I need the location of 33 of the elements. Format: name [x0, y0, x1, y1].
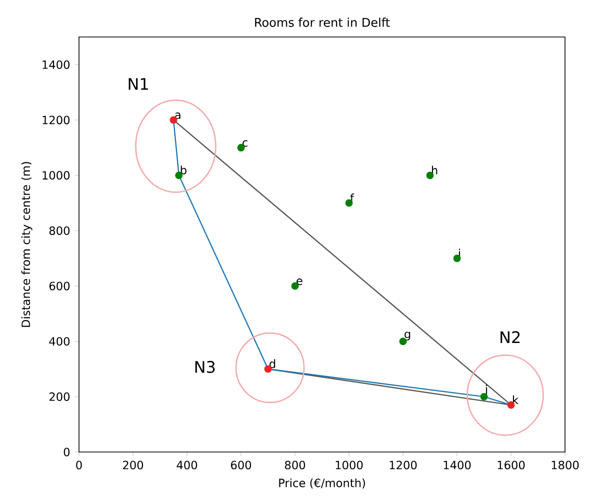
x-tick-label: 1800: [552, 460, 579, 470]
x-tick-label: 800: [284, 460, 306, 470]
annotation: d: [270, 359, 276, 368]
x-tick-label: 1400: [444, 460, 471, 470]
annotation: N1: [128, 78, 148, 90]
y-tick-label: 200: [49, 392, 70, 401]
x-tick-label: 1600: [498, 460, 525, 470]
x-tick-label: 1000: [336, 460, 363, 470]
annotation: N3: [195, 360, 215, 373]
point: [426, 172, 434, 180]
point: [453, 254, 461, 262]
annotation: N2: [500, 331, 520, 343]
y-tick-label: 800: [49, 226, 70, 235]
annotation: c: [242, 140, 248, 147]
y-tick-label: 1000: [42, 171, 70, 180]
point: [480, 392, 488, 400]
y-tick-label: 1400: [42, 60, 70, 69]
x-tick-label: 600: [230, 460, 252, 470]
x-tick-label: 200: [123, 460, 144, 470]
chart-title: Rooms for rent in Delft: [255, 18, 390, 27]
y-tick-label: 1200: [42, 116, 70, 124]
annotation: g: [404, 332, 410, 340]
annotation: e: [296, 278, 302, 286]
point: [507, 401, 515, 409]
y-tick-label: 0: [64, 448, 70, 456]
annotation: b: [180, 166, 186, 174]
x-tick-label: 0: [76, 460, 82, 470]
y-tick-label: 400: [49, 337, 70, 346]
y-tick-label: 600: [49, 282, 70, 290]
x-tick-label: 400: [176, 460, 198, 470]
x-axis-title: Price (€/month): [279, 478, 365, 489]
x-tick-label: 1200: [390, 460, 417, 470]
y-axis-title: Distance from city centre (m): [21, 162, 32, 327]
